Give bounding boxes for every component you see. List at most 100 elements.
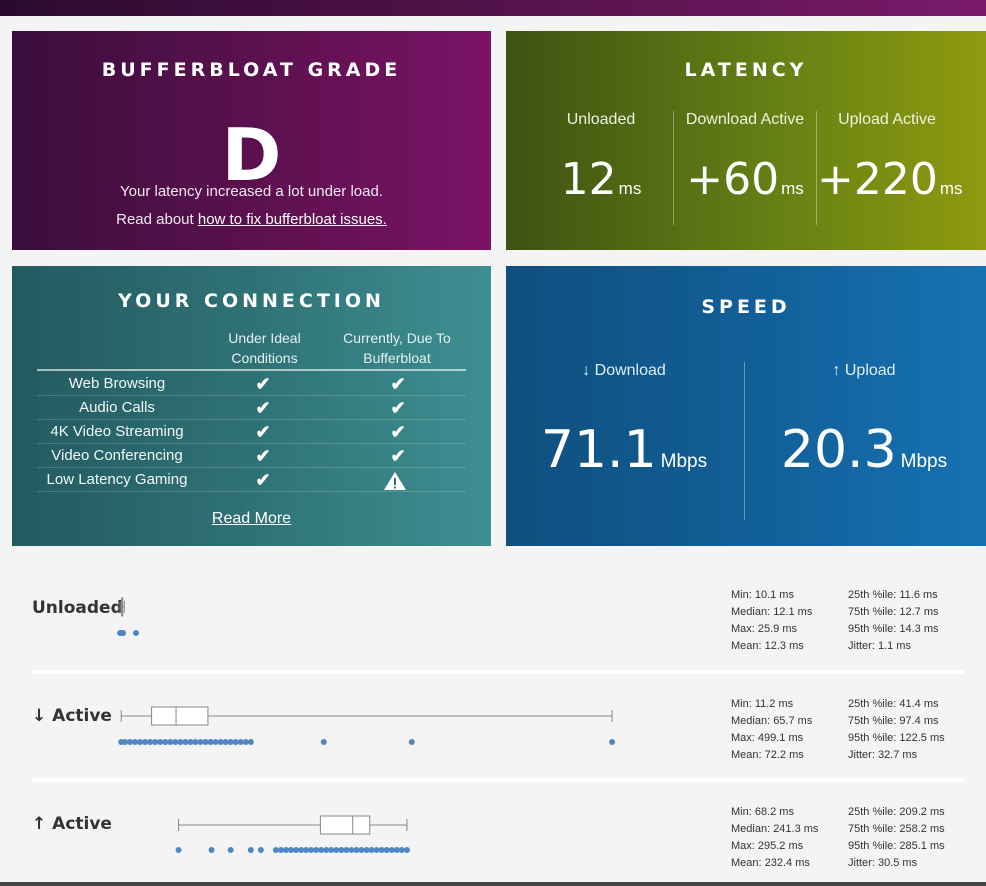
stat-jitter: Jitter: 1.1 ms: [848, 640, 911, 652]
check-icon: ✔: [255, 374, 271, 394]
row-divider: [32, 670, 964, 674]
stat-p25: 25th %ile: 11.6 ms: [848, 589, 938, 601]
warning-icon: [383, 471, 413, 496]
check-icon: ✔: [255, 446, 271, 466]
grade-read-about: Read about how to fix bufferbloat issues…: [12, 211, 491, 228]
sample-point: [132, 739, 139, 745]
latency-upload-label: Upload Active: [838, 111, 936, 128]
stat-min: Min: 11.2 ms: [731, 698, 794, 710]
stat-min: Min: 68.2 ms: [731, 806, 794, 818]
connection-row-name: Low Latency Gaming: [46, 471, 188, 488]
sample-point: [368, 847, 375, 853]
download-speed: ↓ Download 71.1 Mbps: [509, 362, 739, 480]
connection-row: Low Latency Gaming ✔: [37, 468, 466, 492]
sample-point: [175, 847, 182, 853]
sample-point: [303, 847, 310, 853]
check-icon: ✔: [255, 470, 271, 490]
latency-divider: [673, 111, 674, 225]
sample-point: [212, 739, 219, 745]
sample-point: [293, 847, 300, 853]
stat-p25: 25th %ile: 209.2 ms: [848, 806, 945, 818]
ideal-conditions-header: Under Ideal Conditions: [207, 328, 322, 368]
bufferbloat-grade-card: BUFFERBLOAT GRADE D Your latency increas…: [12, 31, 491, 250]
row-divider: [32, 778, 964, 782]
ideal-header-line1: Under Ideal: [228, 330, 301, 346]
sample-point: [217, 739, 224, 745]
download-value: 71.1: [540, 420, 657, 480]
sample-point: [298, 847, 305, 853]
sample-point: [137, 739, 144, 745]
sample-point: [227, 847, 234, 853]
check-icon: ✔: [390, 374, 406, 394]
sample-point: [283, 847, 290, 853]
current-header-line1: Currently, Due To: [343, 330, 451, 346]
sample-point: [320, 739, 327, 745]
sample-point: [403, 847, 410, 853]
sample-point: [182, 739, 189, 745]
sample-point: [272, 847, 279, 853]
bottom-edge: [0, 882, 986, 886]
sample-point: [157, 739, 164, 745]
sample-point: [257, 847, 264, 853]
stat-p75: 75th %ile: 12.7 ms: [848, 606, 939, 618]
sample-point: [328, 847, 335, 853]
iqr-box: [151, 706, 209, 726]
current-conditions-header: Currently, Due To Bufferbloat: [332, 328, 462, 368]
sample-point: [127, 739, 134, 745]
sample-point: [363, 847, 370, 853]
upload-active-row-label: ↑ Active: [32, 814, 112, 834]
connection-title: YOUR CONNECTION: [118, 290, 385, 312]
sample-point: [207, 739, 214, 745]
sample-point: [609, 739, 616, 745]
sample-point: [208, 847, 215, 853]
sample-point: [120, 630, 127, 636]
stat-jitter: Jitter: 30.5 ms: [848, 857, 918, 869]
sample-point: [187, 739, 194, 745]
sample-point: [313, 847, 320, 853]
stat-p25: 25th %ile: 41.4 ms: [848, 698, 939, 710]
top-banner: [0, 0, 986, 16]
stat-mean: Mean: 72.2 ms: [731, 749, 804, 761]
connection-row-name: Video Conferencing: [51, 447, 183, 464]
stat-p95: 95th %ile: 285.1 ms: [848, 840, 945, 852]
stat-mean: Mean: 232.4 ms: [731, 857, 810, 869]
speed-card: SPEED ↓ Download 71.1 Mbps ↑ Upload 20.3 M…: [506, 266, 986, 546]
connection-row: Web Browsing ✔ ✔: [37, 372, 466, 396]
check-icon: ✔: [390, 398, 406, 418]
unloaded-row-label: Unloaded: [32, 598, 123, 618]
fix-bufferbloat-link[interactable]: how to fix bufferbloat issues.: [197, 211, 387, 228]
stat-max: Max: 295.2 ms: [731, 840, 804, 852]
grade-description: Your latency increased a lot under load.: [120, 183, 383, 200]
latency-unloaded-value: 12: [560, 154, 617, 205]
sample-point: [192, 739, 199, 745]
sample-point: [142, 739, 149, 745]
sample-point: [242, 739, 249, 745]
sample-point: [277, 847, 284, 853]
latency-unloaded-label: Unloaded: [566, 111, 636, 128]
stat-jitter: Jitter: 32.7 ms: [848, 749, 918, 761]
latency-download-value: +60: [686, 154, 780, 205]
upload-value: 20.3: [780, 420, 897, 480]
latency-divider: [816, 111, 817, 225]
stat-median: Median: 65.7 ms: [731, 715, 813, 727]
upload-unit: Mbps: [900, 451, 948, 472]
connection-row-name: Audio Calls: [79, 399, 155, 416]
sample-point: [408, 739, 415, 745]
latency-upload-unit: ms: [939, 179, 963, 198]
sample-point: [343, 847, 350, 853]
connection-row: 4K Video Streaming ✔ ✔: [37, 420, 466, 444]
sample-point: [353, 847, 360, 853]
sample-point: [152, 739, 159, 745]
upload-speed: ↑ Upload 20.3 Mbps: [749, 362, 979, 480]
stat-mean: Mean: 12.3 ms: [731, 640, 804, 652]
latency-upload-active: Upload Active +220 ms: [817, 111, 963, 225]
stat-median: Median: 12.1 ms: [731, 606, 813, 618]
read-more-link[interactable]: Read More: [211, 510, 292, 527]
check-icon: ✔: [390, 446, 406, 466]
check-icon: ✔: [390, 422, 406, 442]
connection-row-name: Web Browsing: [68, 375, 166, 392]
stat-p95: 95th %ile: 14.3 ms: [848, 623, 939, 635]
sample-point: [227, 739, 234, 745]
sample-point: [348, 847, 355, 853]
